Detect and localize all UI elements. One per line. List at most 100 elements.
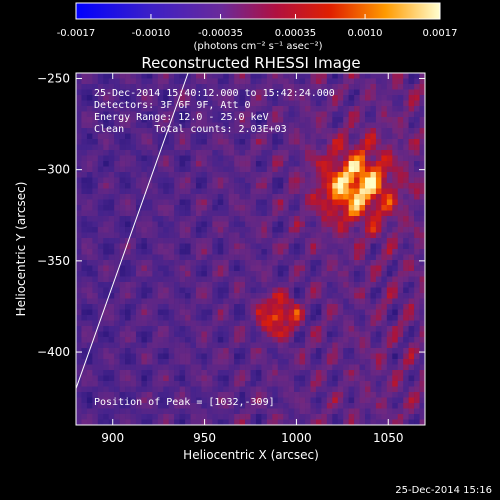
heatmap-cell <box>261 320 268 327</box>
heatmap-cell <box>348 78 355 85</box>
heatmap-cell <box>419 232 426 239</box>
heatmap-cell <box>359 133 366 140</box>
heatmap-cell <box>228 403 235 409</box>
heatmap-cell <box>403 359 409 365</box>
heatmap-cell <box>201 293 208 299</box>
heatmap-cell <box>114 315 120 321</box>
heatmap-cell <box>141 238 148 244</box>
heatmap-cell <box>103 73 110 79</box>
heatmap-cell <box>217 386 224 393</box>
heatmap-cell <box>299 161 306 167</box>
heatmap-cell <box>419 111 426 118</box>
heatmap-cell <box>365 353 371 360</box>
heatmap-cell <box>272 320 279 327</box>
heatmap-cell <box>195 331 202 338</box>
heatmap-cell <box>81 232 88 239</box>
heatmap-cell <box>272 386 279 393</box>
heatmap-cell <box>157 238 164 244</box>
heatmap-cell <box>174 133 180 140</box>
heatmap-cell <box>408 276 415 283</box>
heatmap-cell <box>103 194 110 200</box>
heatmap-cell <box>108 111 115 118</box>
heatmap-cell <box>348 100 355 107</box>
heatmap-cell <box>163 89 169 96</box>
heatmap-cell <box>277 359 284 365</box>
heatmap-cell <box>190 183 197 189</box>
heatmap-cell <box>299 243 306 250</box>
heatmap-cell <box>245 419 251 426</box>
heatmap-cell <box>365 254 371 261</box>
heatmap-cell <box>250 326 257 332</box>
heatmap-cell <box>332 95 339 101</box>
heatmap-cell <box>283 342 289 349</box>
heatmap-cell <box>419 282 426 288</box>
heatmap-cell <box>397 155 404 162</box>
heatmap-cell <box>283 414 289 420</box>
heatmap-cell <box>141 188 148 195</box>
heatmap-cell <box>97 100 104 107</box>
heatmap-cell <box>365 106 371 112</box>
heatmap-cell <box>228 249 235 255</box>
heatmap-cell <box>392 199 399 206</box>
heatmap-cell <box>288 238 295 244</box>
heatmap-cell <box>419 254 426 261</box>
heatmap-cell <box>223 78 229 85</box>
heatmap-cell <box>354 419 360 426</box>
heatmap-cell <box>185 95 191 101</box>
heatmap-cell <box>277 172 284 178</box>
heatmap-cell <box>125 254 131 261</box>
heatmap-cell <box>152 386 159 393</box>
heatmap-cell <box>283 304 289 310</box>
heatmap-cell <box>103 326 110 332</box>
heatmap-cell <box>255 348 262 354</box>
heatmap-cell <box>266 353 273 360</box>
heatmap-cell <box>223 188 229 195</box>
heatmap-cell <box>392 364 399 371</box>
heatmap-cell <box>152 183 159 189</box>
heatmap-cell <box>375 397 382 404</box>
heatmap-cell <box>174 216 180 222</box>
heatmap-cell <box>321 161 328 167</box>
heatmap-cell <box>114 95 120 101</box>
heatmap-cell <box>386 150 393 156</box>
heatmap-cell <box>283 260 289 266</box>
heatmap-cell <box>337 221 344 228</box>
heatmap-cell <box>266 194 273 200</box>
heatmap-cell <box>152 331 159 338</box>
heatmap-cell <box>381 144 388 151</box>
heatmap-cell <box>223 117 229 123</box>
heatmap-cell <box>343 106 349 112</box>
heatmap-cell <box>130 287 137 294</box>
heatmap-cell <box>326 238 333 244</box>
heatmap-cell <box>217 320 224 327</box>
heatmap-cell <box>168 403 175 409</box>
heatmap-cell <box>375 359 382 365</box>
heatmap-cell <box>359 84 366 90</box>
heatmap-cell <box>114 210 120 217</box>
heatmap-cell <box>408 370 415 376</box>
heatmap-cell <box>299 155 306 162</box>
heatmap-cell <box>168 309 175 316</box>
heatmap-cell <box>130 392 137 398</box>
heatmap-cell <box>370 271 377 277</box>
heatmap-cell <box>201 254 208 261</box>
heatmap-cell <box>168 111 175 118</box>
heatmap-cell <box>370 155 377 162</box>
heatmap-cell <box>163 73 169 79</box>
heatmap-cell <box>343 227 349 233</box>
heatmap-cell <box>408 315 415 321</box>
heatmap-cell <box>414 188 420 195</box>
heatmap-cell <box>168 139 175 145</box>
heatmap-cell <box>245 381 251 387</box>
heatmap-cell <box>305 249 311 255</box>
heatmap-cell <box>315 337 322 343</box>
heatmap-cell <box>321 199 328 206</box>
heatmap-cell <box>217 414 224 420</box>
heatmap-cell <box>315 199 322 206</box>
heatmap-cell <box>185 414 191 420</box>
heatmap-cell <box>365 320 371 327</box>
heatmap-cell <box>272 221 279 228</box>
heatmap-cell <box>386 221 393 228</box>
heatmap-cell <box>174 342 180 349</box>
heatmap-cell <box>228 353 235 360</box>
